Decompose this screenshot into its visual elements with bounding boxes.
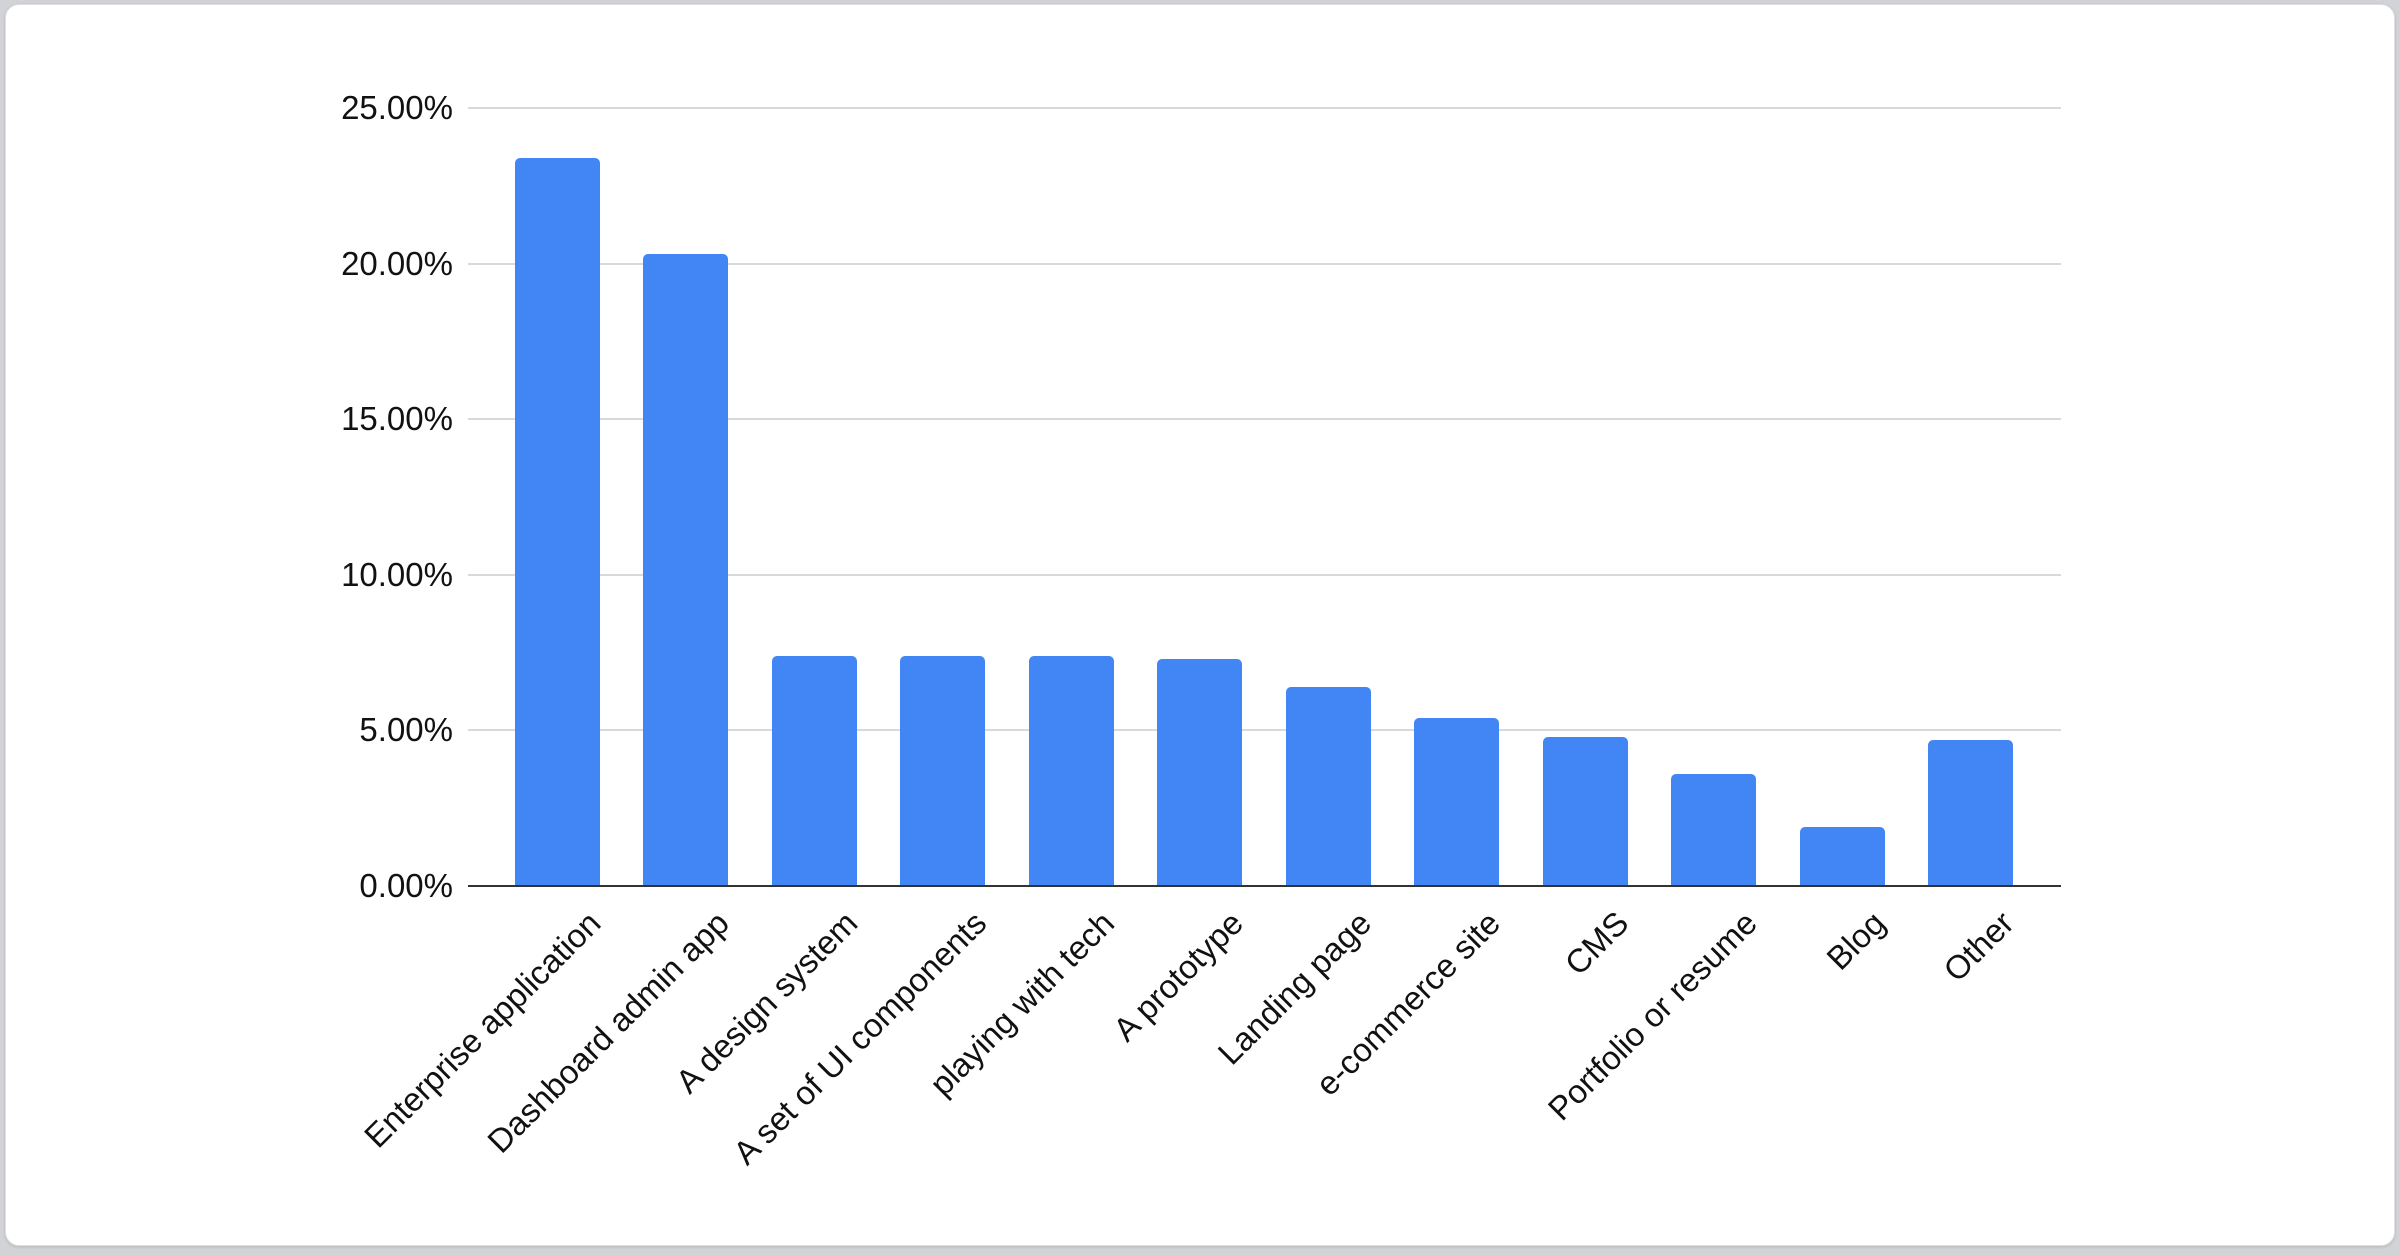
bar-cms[interactable] <box>1542 736 1628 886</box>
y-axis-tick-label: 10.00% <box>341 555 453 593</box>
bar-dashboard-admin-app[interactable] <box>643 254 729 886</box>
gridline <box>468 107 2061 109</box>
plot-area: 25.00% 20.00% 15.00% 10.00% 5.00% 0.00% Enterp… <box>6 5 2394 1245</box>
gridline <box>468 729 2061 732</box>
chart-card: 25.00% 20.00% 15.00% 10.00% 5.00% 0.00% Enterp… <box>5 4 2395 1246</box>
gridline <box>468 262 2061 265</box>
bar-other[interactable] <box>1928 739 2014 886</box>
y-axis-tick-label: 0.00% <box>359 867 453 904</box>
x-axis-category-label: Blog <box>1819 904 1893 977</box>
x-axis-category-label: CMS <box>1557 904 1636 983</box>
x-axis-category-label: Enterprise application <box>356 904 608 1155</box>
y-axis-tick-label: 15.00% <box>341 400 453 438</box>
bar-a-prototype[interactable] <box>1157 658 1243 886</box>
x-axis-baseline <box>468 885 2061 887</box>
gridline <box>468 418 2061 421</box>
x-axis-category-label: A set of UI components <box>725 904 993 1172</box>
bar-a-set-of-ui-components[interactable] <box>900 655 986 886</box>
bar-portfolio-or-resume[interactable] <box>1671 773 1757 886</box>
bar-playing-with-tech[interactable] <box>1028 655 1114 886</box>
gridline <box>468 573 2061 576</box>
bar-blog[interactable] <box>1799 826 1885 886</box>
x-axis-category-label: Dashboard admin app <box>480 904 736 1160</box>
y-axis-tick-label: 25.00% <box>341 89 453 126</box>
y-axis-tick-label: 5.00% <box>359 711 453 749</box>
y-axis-tick-label: 20.00% <box>341 244 453 282</box>
bar-enterprise-application[interactable] <box>514 157 600 886</box>
bar-e-commerce-site[interactable] <box>1414 717 1500 886</box>
bar-a-design-system[interactable] <box>771 655 857 886</box>
x-axis-category-label: Other <box>1936 904 2021 989</box>
bar-landing-page[interactable] <box>1285 686 1371 886</box>
